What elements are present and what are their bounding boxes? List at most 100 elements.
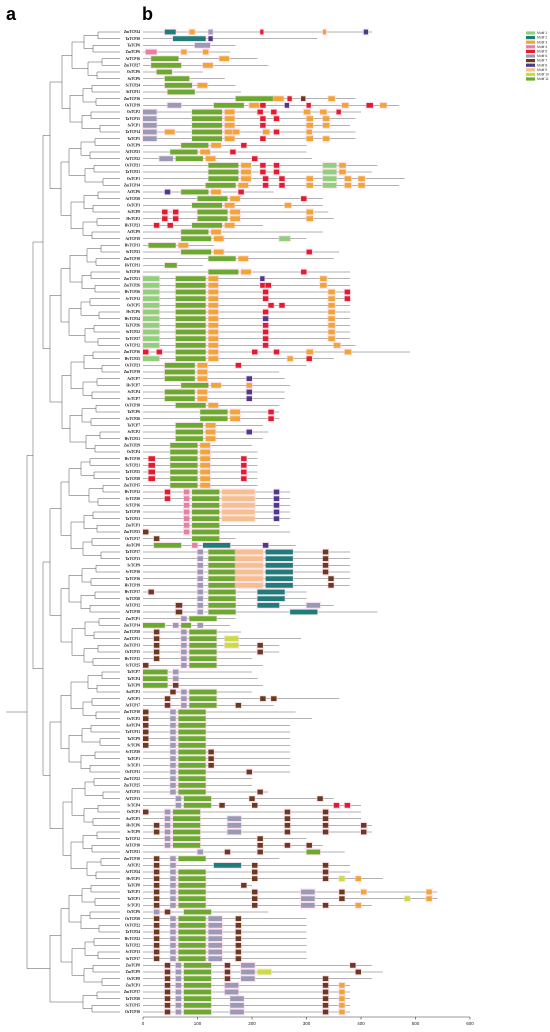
motif-box [320, 109, 327, 115]
gene-row: SsTCP22 [126, 328, 351, 336]
motif-box [252, 876, 258, 882]
motif-box [224, 109, 235, 115]
motif-box [181, 249, 212, 255]
gene-row: OsTCP19 [125, 101, 400, 109]
motif-box [164, 702, 171, 708]
motif-box [235, 362, 242, 368]
motif-box [322, 122, 330, 128]
gene-row: OsTCP20 [125, 915, 307, 923]
gene-label: ScTCP25 [126, 664, 141, 668]
motif-box [170, 869, 176, 875]
motif-box [208, 582, 236, 588]
motif-box [208, 602, 236, 608]
motif-box [175, 309, 206, 315]
motif-box [153, 929, 160, 935]
gene-row: OsTCP17 [125, 535, 236, 543]
motif-box [235, 556, 263, 562]
gene-row: ZmTCP11 [124, 635, 302, 643]
motif-box [273, 349, 280, 355]
motif-box [178, 936, 206, 942]
motif-box [279, 176, 285, 182]
motif-box [328, 576, 334, 582]
motif-box [208, 309, 219, 315]
motif-box [172, 816, 201, 822]
motif-box [265, 556, 293, 562]
motif-box [301, 889, 315, 895]
motif-box [426, 889, 432, 895]
motif-box [170, 929, 176, 935]
motif-box [213, 102, 244, 108]
motif-box [143, 356, 160, 362]
gene-row: OsTCP8 [127, 975, 372, 983]
motif-box [175, 402, 206, 408]
motif-box [322, 182, 337, 188]
motif-box [208, 936, 223, 942]
motif-box [151, 56, 179, 62]
gene-row: OsTCP2 [127, 715, 312, 723]
motif-box [192, 509, 220, 515]
motif-box [181, 702, 187, 708]
motif-box [344, 176, 352, 182]
motif-box [153, 956, 160, 962]
motif-box [328, 309, 335, 315]
motif-box [164, 969, 171, 975]
motif-box [148, 242, 176, 248]
motif-box [178, 889, 206, 895]
motif-box [322, 569, 329, 575]
motif-box [238, 182, 249, 188]
motif-box [148, 589, 154, 595]
motif-box [200, 416, 228, 422]
motif-box [164, 809, 171, 815]
gene-label: AtTCP10 [125, 844, 140, 848]
motif-box [164, 82, 193, 88]
motif-box [257, 642, 263, 648]
motif-box [284, 102, 290, 108]
motif-box [172, 842, 201, 848]
motif-box [238, 189, 244, 195]
motif-box [230, 996, 244, 1002]
gene-structure-panel: ZmTCP24 TaTCP30 TaTCP6 ZmTCP6 AtTCP16 ZmTCP27… [124, 28, 438, 1016]
gene-label: ZmTCP6 [126, 50, 141, 54]
motif-box [246, 389, 252, 395]
gene-row: OsTCP6 [127, 68, 203, 76]
motif-box [317, 796, 323, 802]
motif-box [170, 789, 176, 795]
motif-box [208, 162, 239, 168]
motif-box [241, 969, 255, 975]
motif-box [208, 756, 214, 762]
gene-row: ZmTCP14 [124, 621, 231, 629]
motif-box [208, 276, 219, 282]
motif-box [183, 509, 190, 515]
motif-box [241, 469, 247, 475]
legend-label: Motif 1 [537, 31, 547, 35]
gene-row: AtTCP13 [125, 795, 334, 803]
gene-row: TaTCP25 [125, 468, 258, 476]
motif-box [306, 116, 314, 122]
motif-box [208, 329, 219, 335]
motif-box [181, 622, 191, 628]
motif-box [143, 349, 149, 355]
motif-box [153, 916, 160, 922]
gene-label: ZmTCP9 [126, 970, 141, 974]
motif-box [230, 196, 241, 202]
gene-row: SsTCP4 [128, 388, 285, 396]
motif-box [238, 256, 249, 262]
motif-box [197, 396, 208, 402]
motif-box [322, 116, 330, 122]
motif-box [170, 776, 176, 782]
motif-box [170, 742, 176, 748]
motif-box [301, 96, 306, 102]
motif-box [208, 36, 213, 42]
motif-box [341, 102, 349, 108]
motif-box [192, 529, 220, 535]
motif-box [175, 796, 182, 802]
gene-row: TaTCP3 [127, 888, 438, 896]
motif-box [164, 696, 171, 702]
motif-box [301, 196, 307, 202]
gene-label: OsTCP3 [127, 204, 140, 208]
motif-box [306, 176, 314, 182]
gene-label: TaTCP30 [125, 37, 140, 41]
motif-box [175, 336, 206, 342]
motif-box [170, 476, 198, 482]
motif-box [170, 922, 176, 928]
